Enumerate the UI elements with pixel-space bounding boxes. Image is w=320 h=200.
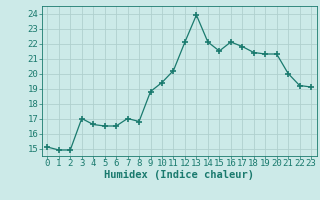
X-axis label: Humidex (Indice chaleur): Humidex (Indice chaleur) (104, 170, 254, 180)
